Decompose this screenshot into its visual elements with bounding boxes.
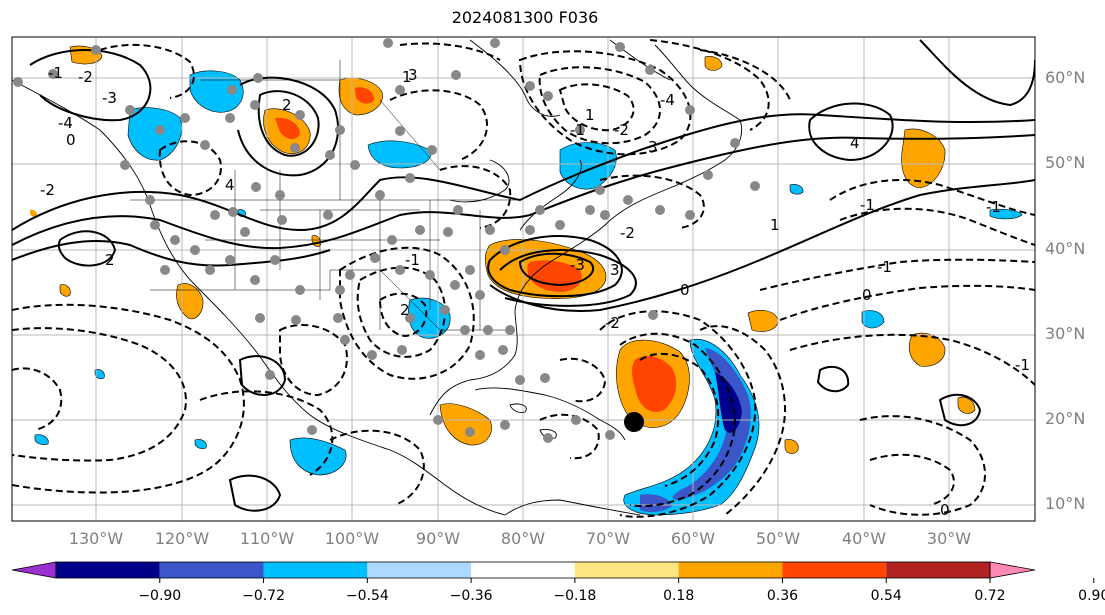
colorbar — [11, 561, 1095, 583]
contour-label: 3 — [610, 261, 620, 279]
contour-label: 0 — [940, 501, 950, 519]
colorbar-extend-high — [989, 561, 1036, 579]
colorbar-tick-label: −0.18 — [553, 588, 597, 604]
colorbar-segment — [159, 562, 264, 578]
colorbar-segment — [471, 562, 575, 578]
storm-center-marker — [624, 412, 644, 432]
anomaly-shading — [30, 45, 1023, 516]
colorbar-tick-label: 0.36 — [766, 588, 799, 604]
contour-label: -1 — [986, 198, 1001, 216]
contour-label: 2 — [400, 301, 410, 319]
colorbar-tick-label: 0.90 — [1078, 588, 1105, 604]
map-title: 2024081300 F036 — [451, 8, 599, 27]
lon-label-30w: 30°W — [926, 529, 972, 548]
colorbar-segment — [886, 562, 990, 578]
contour-label: -3 — [570, 256, 585, 274]
colorbar-extend-low — [11, 561, 57, 579]
lat-label-30n: 30°N — [1045, 324, 1086, 343]
colorbar-tick-label: 0.54 — [870, 588, 902, 604]
lat-label-40n: 40°N — [1045, 239, 1086, 258]
map-frame — [11, 36, 1036, 522]
contour-label: 0 — [862, 286, 872, 304]
contour-label: 3 — [648, 138, 658, 156]
lon-label-90w: 90°W — [415, 529, 461, 548]
colorbar-segment — [574, 562, 679, 578]
contours-negative — [12, 39, 1035, 518]
contour-label: -1 — [1015, 356, 1030, 374]
contour-label: -2 — [620, 224, 635, 242]
colorbar-border — [55, 561, 991, 579]
lon-label-130w: 130°W — [68, 529, 124, 548]
colorbar-tick-label: 0.18 — [663, 588, 695, 604]
contour-label: -2 — [78, 68, 93, 86]
lat-label-20n: 20°N — [1045, 409, 1086, 428]
contour-label: -1 — [48, 64, 63, 82]
contour-label: -2 — [40, 181, 55, 199]
contour-label: -1 — [405, 251, 420, 269]
lat-label-10n: 10°N — [1045, 494, 1086, 513]
contour-label: 0 — [66, 131, 76, 149]
contour-label: 1 — [585, 106, 595, 124]
contour-label: -3 — [102, 89, 117, 107]
lon-label-120w: 120°W — [154, 529, 210, 548]
colorbar-segment — [367, 562, 472, 578]
contour-label: -1 — [570, 121, 585, 139]
contour-label: 2 — [282, 96, 292, 114]
lon-label-50w: 50°W — [755, 529, 801, 548]
lon-label-100w: 100°W — [324, 529, 380, 548]
colorbar-segment — [56, 562, 160, 578]
contour-label: 4 — [850, 134, 860, 152]
contour-label: 4 — [225, 176, 235, 194]
lon-label-70w: 70°W — [585, 529, 631, 548]
colorbar-segment — [782, 562, 887, 578]
lat-label-50n: 50°N — [1045, 153, 1086, 172]
lon-label-80w: 80°W — [500, 529, 546, 548]
contour-label: -2 — [605, 314, 620, 332]
contour-label: 1 — [402, 68, 412, 86]
colorbar-tick-label: −0.54 — [345, 588, 389, 604]
contour-label: 3 — [408, 66, 418, 84]
contour-label: -4 — [660, 91, 675, 109]
lon-label-110w: 110°W — [239, 529, 295, 548]
contour-label: -2 — [614, 121, 629, 139]
contour-label: -1 — [877, 258, 892, 276]
contour-label: 0 — [680, 281, 690, 299]
colorbar-segment — [678, 562, 783, 578]
contour-label: 1 — [770, 216, 780, 234]
lat-label-60n: 60°N — [1045, 68, 1086, 87]
lon-label-60w: 60°W — [670, 529, 716, 548]
contour-label: 2 — [105, 251, 115, 269]
colorbar-tick-label: −0.36 — [449, 588, 493, 604]
colorbar-tick-label: −0.90 — [138, 588, 182, 604]
observation-dots — [13, 38, 760, 443]
colorbar-tick-label: 0.72 — [974, 588, 1006, 604]
lon-label-40w: 40°W — [841, 529, 887, 548]
colorbar-segment — [263, 562, 368, 578]
contour-label: -1 — [860, 196, 875, 214]
contour-label: -4 — [58, 114, 73, 132]
colorbar-tick-label: −0.72 — [242, 588, 285, 604]
